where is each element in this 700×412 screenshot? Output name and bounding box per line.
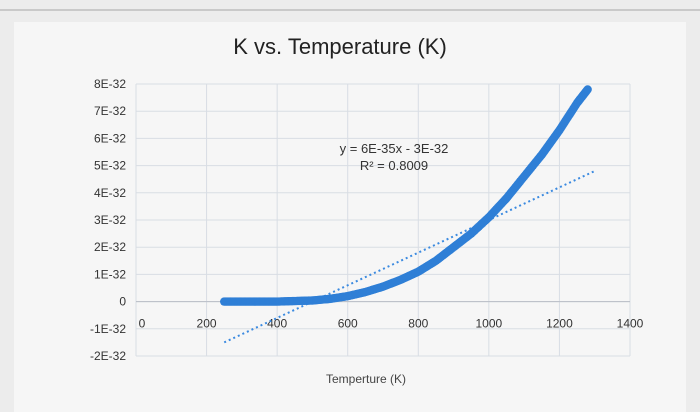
y-tick-label: 8E-32 (94, 77, 126, 91)
x-tick-label: 1400 (617, 317, 644, 331)
y-tick-label: 3E-32 (94, 213, 126, 227)
data-points (220, 85, 592, 306)
trendline-path (223, 170, 596, 344)
y-tick-label: 6E-32 (94, 131, 126, 145)
x-tick-label: 0 (139, 317, 146, 331)
gridlines (135, 83, 631, 357)
x-axis-label: Temperture (K) (326, 372, 406, 386)
y-tick-label: -1E-32 (90, 322, 126, 336)
chart-area (14, 22, 686, 412)
trendline-equation: y = 6E-35x - 3E-32 (340, 141, 449, 156)
y-tick-label: 4E-32 (94, 186, 126, 200)
y-tick-labels: 8E-32 7E-32 6E-32 5E-32 4E-32 3E-32 2E-32 1E-32… (90, 77, 126, 363)
y-tick-label: 0 (119, 295, 126, 309)
trendline-r-squared: R² = 0.8009 (360, 158, 428, 173)
x-tick-label: 1200 (546, 317, 573, 331)
x-tick-labels: 0 200 400 600 800 1000 1200 1400 (139, 317, 644, 331)
x-tick-label: 200 (197, 317, 217, 331)
x-tick-label: 400 (267, 317, 287, 331)
y-tick-label: 7E-32 (94, 104, 126, 118)
chart-title: K vs. Temperature (K) (233, 34, 447, 59)
x-tick-label: 600 (338, 317, 358, 331)
y-tick-label: 5E-32 (94, 159, 126, 173)
y-tick-label: 1E-32 (94, 267, 126, 281)
y-tick-label: 2E-32 (94, 240, 126, 254)
trendline (223, 170, 596, 344)
data-point (583, 85, 592, 94)
x-tick-label: 800 (408, 317, 428, 331)
x-tick-label: 1000 (476, 317, 503, 331)
y-tick-label: -2E-32 (90, 349, 126, 363)
